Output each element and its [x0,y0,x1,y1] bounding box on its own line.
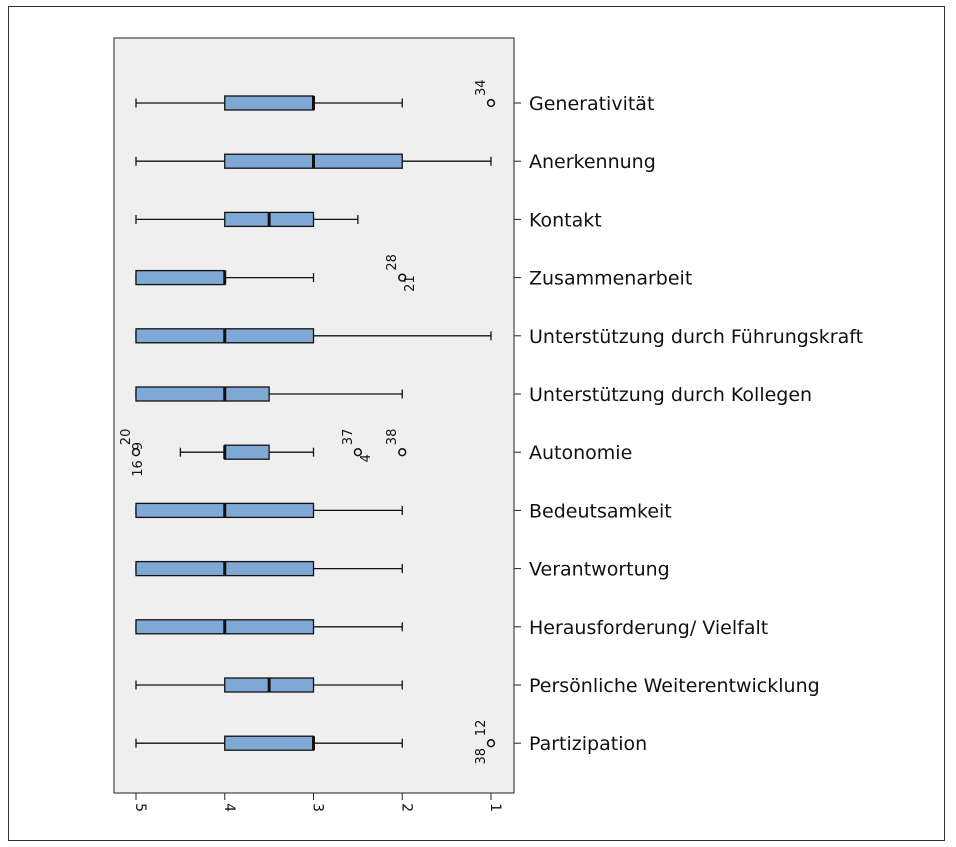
outlier-point [398,273,407,282]
category-label: Unterstützung durch Kollegen [529,384,812,406]
outlier-label: 38 [474,748,489,765]
row-3-box [135,269,226,286]
outlier-label: 20 [119,429,134,446]
category-label: Bedeutsamkeit [529,500,672,522]
outlier-label: 38 [385,429,400,446]
row-11-box [224,735,315,751]
outlier-label: 4 [359,454,374,462]
outlier-point [486,98,496,108]
outlier-label: 37 [341,429,356,446]
outlier-point [131,448,141,457]
outlier-label: 9 [131,442,146,450]
value-axis-tick-label: 1 [487,803,503,812]
value-axis-tick-label: 2 [398,803,414,812]
category-label: Kontakt [529,209,602,231]
outlier-label: 21 [403,275,418,292]
value-axis-tick-label: 5 [132,803,148,812]
outlier-point [398,448,407,457]
figure-frame: Generativität 34 Anerkennung Kontakt Zusamme… [8,6,945,841]
row-6-box [224,444,270,460]
row-0-box [224,95,315,111]
value-axis-tick-label: 4 [221,803,237,812]
outlier-label: 16 [131,460,146,477]
category-label: Partizipation [529,733,647,755]
category-label: Persönliche Weiterentwicklung [529,675,820,697]
category-label: Anerkennung [529,151,656,173]
outlier-label: 12 [474,720,489,737]
category-label: Herausforderung/ Vielfalt [529,617,768,639]
category-label: Autonomie [529,442,632,464]
outlier-label: 34 [474,79,489,96]
category-label: Generativität [529,93,654,115]
category-label: Zusammenarbeit [529,268,692,290]
row-5-box [135,386,270,402]
outlier-point [486,739,496,748]
outlier-label: 28 [385,254,400,271]
value-axis-tick-label: 3 [310,803,326,812]
outlier-point [353,448,363,457]
boxplot-chart: Generativität34AnerkennungKontaktZusamme… [113,37,863,812]
category-label: Unterstützung durch Führungskraft [529,326,863,348]
category-label: Verantwortung [529,559,670,581]
